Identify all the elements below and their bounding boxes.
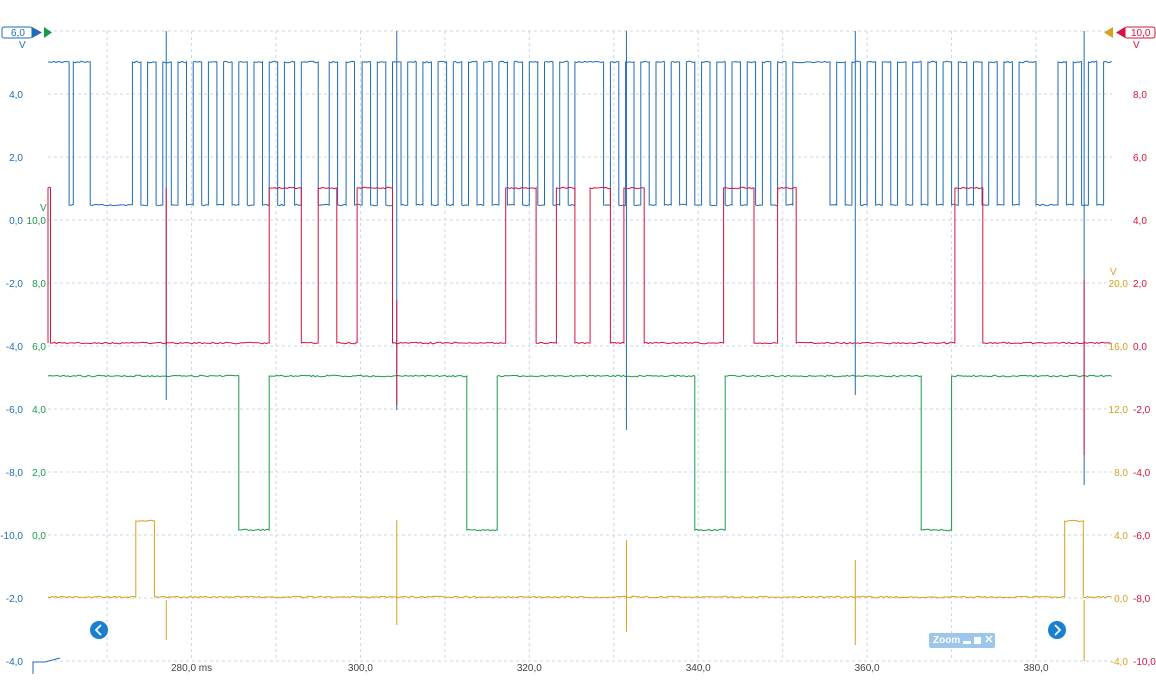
channel-a-tick-label: -8,0 [6, 468, 24, 479]
channel-d-tick-label: 16,0 [1109, 342, 1129, 353]
channel-a-tick-label: -4,0 [6, 657, 24, 668]
channel-b-tick-label: -4,0 [1133, 468, 1151, 479]
channel-a-tick-label: -4,0 [6, 342, 24, 353]
trace-c [48, 375, 1112, 531]
channel-c-arrow-icon [44, 27, 52, 38]
channel-c-tick-label: 10,0 [27, 216, 47, 227]
time-tick-label: 300,0 [348, 663, 373, 674]
zoom-close-button[interactable]: ✕ [984, 635, 993, 646]
channel-b-arrow-icon [1116, 27, 1125, 38]
axis-labels: 4,0 2,0 0,0 -2,0 -4,0 -6,0 -8,0 -10,0 -2,0 -4,0 V 1… [0, 90, 1156, 674]
zoom-maximize-button[interactable] [974, 637, 981, 644]
zoom-label: Zoom [933, 635, 960, 646]
channel-d-tick-label: 0,0 [1114, 594, 1128, 605]
channel-c-bottom-marker[interactable] [33, 658, 60, 674]
channel-b-tick-label: -10,0 [1133, 657, 1156, 668]
plot-grid [48, 31, 1112, 661]
channel-d-tick-label: 12,0 [1109, 405, 1129, 416]
channel-b-tick-label: -2,0 [1133, 405, 1151, 416]
channel-a-tick-label: 2,0 [9, 153, 23, 164]
channel-b-scale-tag[interactable]: 10,0 V [1104, 27, 1155, 51]
scroll-left-button[interactable] [90, 621, 108, 639]
channel-c-tick-label: 4,0 [32, 405, 46, 416]
time-tick-label: 320,0 [517, 663, 542, 674]
zoom-minimize-button[interactable] [963, 641, 971, 644]
channel-c-tick-label: 6,0 [32, 342, 46, 353]
time-tick-label: 380,0 [1023, 663, 1048, 674]
channel-a-tick-label: -10,0 [0, 531, 23, 542]
channel-b-tick-label: 8,0 [1133, 90, 1147, 101]
channel-b-tick-label: 4,0 [1133, 216, 1147, 227]
channel-b-tick-label: 2,0 [1133, 279, 1147, 290]
channel-c-unit: V [40, 203, 47, 214]
channel-b-scale-value: 10,0 [1131, 28, 1151, 39]
signal-traces [48, 31, 1112, 661]
channel-a-tick-label: -2,0 [6, 594, 24, 605]
channel-b-tick-label: 0,0 [1133, 342, 1147, 353]
zoom-toolbar: Zoom ✕ [929, 633, 995, 648]
channel-d-unit: V [1110, 267, 1117, 278]
channel-b-tick-label: -8,0 [1133, 594, 1151, 605]
channel-d-tick-label: 4,0 [1114, 531, 1128, 542]
channel-d-tick-label: 8,0 [1114, 468, 1128, 479]
trace-a [48, 61, 1112, 206]
channel-a-tick-label: 0,0 [9, 216, 23, 227]
channel-c-tick-label: 2,0 [32, 468, 46, 479]
time-tick-label: 340,0 [686, 663, 711, 674]
channel-d-tick-label: 20,0 [1109, 279, 1129, 290]
channel-c-tick-label: 8,0 [32, 279, 46, 290]
channel-d-arrow-icon [1104, 27, 1113, 38]
channel-d-tick-label: -4,0 [1111, 657, 1129, 668]
channel-b-unit: V [1133, 40, 1140, 51]
channel-a-tick-label: 4,0 [9, 90, 23, 101]
time-tick-label: 360,0 [855, 663, 880, 674]
scroll-right-button[interactable] [1048, 621, 1066, 639]
channel-a-unit: V [19, 40, 26, 51]
channel-a-scale-value: 6,0 [11, 28, 25, 39]
channel-a-tick-label: -2,0 [6, 279, 24, 290]
channel-a-tick-label: -6,0 [6, 405, 24, 416]
channel-b-tick-label: 6,0 [1133, 153, 1147, 164]
time-tick-label: 280,0 ms [171, 663, 212, 674]
channel-a-arrow-icon [32, 27, 42, 38]
channel-a-scale-tag[interactable]: 6,0 V [2, 27, 52, 51]
channel-c-tick-label: 0,0 [32, 531, 46, 542]
channel-b-tick-label: -6,0 [1133, 531, 1151, 542]
